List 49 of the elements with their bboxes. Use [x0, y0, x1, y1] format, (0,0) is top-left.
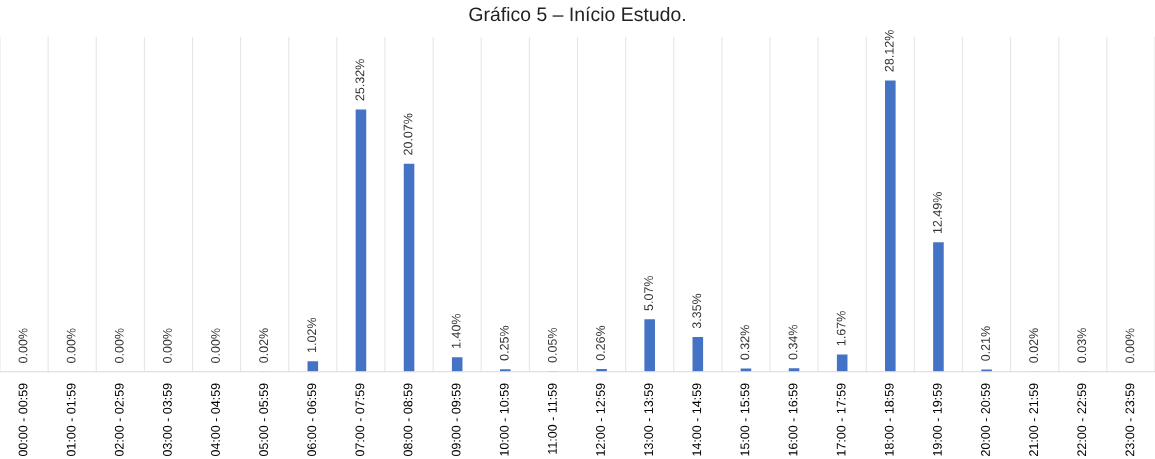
x-tick-label: 09:00 - 09:59 [451, 383, 461, 457]
x-tick-label: 11:00 - 11:59 [547, 383, 557, 454]
x-tick-label: 22:00 - 22:59 [1077, 383, 1087, 456]
x-tick-label: 21:00 - 21:59 [1029, 383, 1039, 456]
data-label: 0.21% [981, 326, 990, 361]
x-tick-label: 19:00 - 19:59 [932, 383, 942, 456]
data-label: 0.00% [18, 328, 28, 363]
chart-title: Gráfico 5 – Início Estudo. [469, 6, 685, 22]
x-tick-label: 14:00 - 14:59 [692, 383, 702, 456]
x-tick-label: 03:00 - 03:59 [162, 383, 172, 457]
x-tick-label: 04:00 - 04:59 [211, 383, 220, 457]
x-tick-label: 00:00 - 00:59 [18, 383, 28, 457]
data-label: 0.34% [788, 324, 798, 360]
data-label: 0.00% [211, 328, 220, 363]
x-tick-label: 05:00 - 05:59 [259, 383, 269, 457]
data-label: 0.00% [66, 328, 76, 363]
x-tick-label: 06:00 - 06:59 [307, 383, 317, 457]
data-label: 0.02% [259, 328, 269, 363]
data-label: 1.02% [307, 317, 317, 352]
data-label: 0.02% [1029, 328, 1039, 363]
x-tick-label: 01:00 - 01:59 [66, 383, 76, 457]
x-tick-label: 17:00 - 17:59 [836, 383, 846, 456]
data-label: 0.25% [499, 325, 509, 361]
data-label: 20.07% [403, 113, 413, 155]
data-label: 25.32% [355, 59, 365, 101]
x-tick-label: 18:00 - 18:59 [884, 383, 894, 456]
data-label: 5.07% [644, 275, 654, 311]
x-tick-label: 13:00 - 13:59 [644, 383, 654, 456]
data-label: 1.67% [836, 311, 846, 346]
x-tick-label: 16:00 - 16:59 [788, 383, 798, 456]
x-tick-label: 02:00 - 02:59 [114, 383, 124, 457]
data-label: 0.26% [596, 325, 605, 361]
data-label: 0.03% [1077, 328, 1087, 363]
data-label: 0.32% [740, 325, 750, 360]
data-label: 0.00% [162, 328, 172, 363]
data-label: 12.49% [932, 192, 942, 234]
x-tick-label: 10:00 - 10:59 [499, 383, 509, 456]
data-label: 3.35% [692, 293, 702, 329]
x-tick-label: 07:00 - 07:59 [355, 383, 365, 457]
x-tick-label: 12:00 - 12:59 [596, 383, 605, 456]
x-tick-label: 20:00 - 20:59 [981, 383, 990, 456]
data-label: 28.12% [884, 30, 894, 72]
data-label: 0.05% [547, 327, 557, 363]
x-tick-label: 15:00 - 15:59 [740, 383, 750, 456]
data-label: 1.40% [451, 313, 461, 348]
data-label: 0.00% [114, 328, 124, 363]
x-tick-label: 23:00 - 23:59 [1125, 383, 1135, 456]
x-tick-label: 08:00 - 08:59 [403, 383, 413, 457]
data-label: 0.00% [1125, 328, 1135, 363]
